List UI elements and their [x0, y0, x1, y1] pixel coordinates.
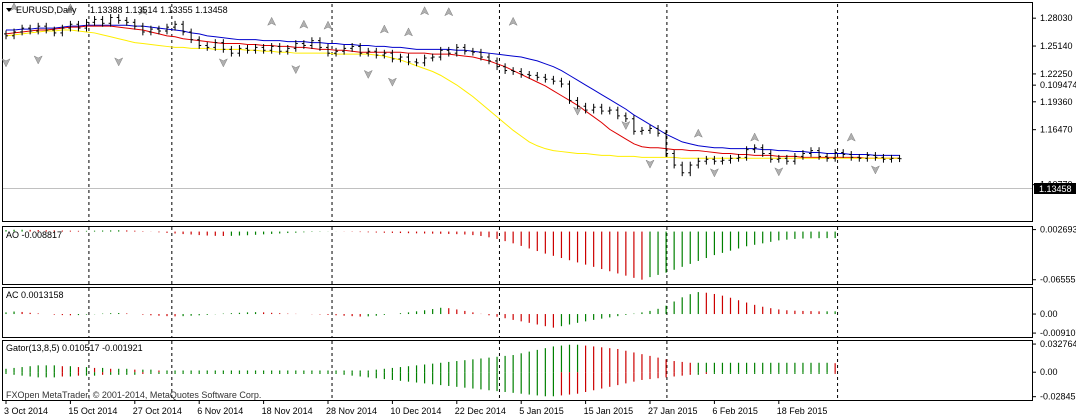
- ac-title: AC 0.0013158: [6, 290, 64, 300]
- fractal-up-marker: [750, 132, 760, 142]
- fractal-down-marker: [218, 58, 228, 68]
- fractal-up-marker: [299, 19, 309, 29]
- fractal-down-marker: [114, 57, 124, 67]
- x-tick-label: 22 Dec 2014: [455, 406, 506, 416]
- indicator-tick-label: 0.00: [1040, 309, 1058, 319]
- ohlc-readout: 1.13388 1.13514 1.13355 1.13458: [90, 5, 228, 15]
- indicator-tick-label: 0.002693: [1040, 225, 1076, 235]
- time-x-axis: 3 Oct 2014 15 Oct 2014 27 Oct 2014 6 Nov 20…: [4, 400, 827, 416]
- fractal-down-marker: [572, 106, 583, 116]
- fractal-up-marker: [379, 24, 389, 34]
- x-tick-label: 28 Nov 2014: [326, 406, 377, 416]
- indicator-tick-label: -0.06555: [1040, 275, 1076, 285]
- copyright-text: FXOpen MetaTrader, © 2001-2014, MetaQuot…: [6, 390, 261, 400]
- period-separators: [88, 4, 839, 400]
- ac-pane[interactable]: [2, 287, 1033, 338]
- gator-pane[interactable]: [2, 340, 1033, 401]
- fractal-up-marker: [420, 6, 430, 16]
- price-tick-label: 1.25140: [1040, 41, 1073, 51]
- price-tick-label: 1.28030: [1040, 13, 1073, 23]
- fractal-up-marker: [65, 3, 75, 13]
- moving-averages: [5, 24, 900, 159]
- pane-frames: [2, 2, 1033, 401]
- fractal-down-marker: [621, 120, 631, 131]
- fractal-down-marker: [1, 58, 11, 68]
- x-tick-label: 3 Oct 2014: [4, 406, 48, 416]
- fractal-up-marker: [846, 132, 856, 142]
- fractal-up-marker: [444, 7, 454, 17]
- last-price-tag: [1034, 183, 1076, 194]
- indicator-tick-label: 0.109474: [1040, 80, 1076, 90]
- fractal-down-marker: [774, 167, 784, 177]
- price-tick-label: 1.19360: [1040, 97, 1073, 107]
- ao-pane[interactable]: [2, 226, 1033, 285]
- x-tick-label: 15 Oct 2014: [68, 406, 117, 416]
- fractal-up-marker: [508, 16, 518, 26]
- ac-histogram: [5, 292, 836, 328]
- x-tick-label: 6 Feb 2015: [712, 406, 758, 416]
- price-tick-label: 1.16470: [1040, 125, 1073, 135]
- fractal-down-marker: [870, 165, 880, 175]
- indicator-tick-label: -0.028457: [1040, 392, 1076, 402]
- price-y-axis: 1.280301.251401.222501.193601.164701.107…: [1032, 13, 1073, 190]
- fractal-down-marker: [291, 65, 301, 75]
- fractal-up-marker: [138, 6, 148, 16]
- ma-line-blue: [6, 24, 900, 156]
- indicator-tick-label: -0.009107: [1040, 328, 1076, 338]
- x-tick-label: 10 Dec 2014: [390, 406, 441, 416]
- fractal-down-marker: [363, 69, 373, 79]
- price-tick-label: 1.22250: [1040, 69, 1073, 79]
- fractal-up-marker: [693, 128, 703, 138]
- last-price-label: 1.13458: [1039, 184, 1072, 194]
- x-tick-label: 27 Jan 2015: [648, 406, 698, 416]
- x-tick-label: 15 Jan 2015: [584, 406, 634, 416]
- ma-line-yellow: [5, 29, 900, 159]
- gator-title: Gator(13,8,5) 0.010517 -0.001921: [6, 343, 143, 353]
- fractal-down-marker: [645, 159, 655, 169]
- x-tick-label: 18 Nov 2014: [262, 406, 313, 416]
- ao-histogram: [5, 229, 836, 280]
- price-pane[interactable]: [2, 2, 1033, 222]
- fractal-down-marker: [33, 55, 43, 65]
- ma-line-red: [5, 25, 900, 159]
- indicator-tick-label: 0.032764: [1040, 339, 1076, 349]
- fractal-markers: [1, 2, 880, 178]
- x-tick-label: 5 Jan 2015: [519, 406, 564, 416]
- fractal-down-marker: [709, 168, 719, 178]
- triangle-down-icon[interactable]: [6, 8, 12, 12]
- x-tick-label: 18 Feb 2015: [777, 406, 828, 416]
- fractal-up-marker: [323, 20, 333, 30]
- fractal-up-marker: [403, 27, 414, 37]
- indicator-y-axes: 0.002693-0.065550.1094740.00-0.0091070.0…: [1032, 80, 1076, 402]
- gator-histogram: [5, 344, 836, 397]
- fractal-up-marker: [267, 16, 277, 26]
- x-tick-label: 27 Oct 2014: [133, 406, 182, 416]
- ohlc-bars: [4, 14, 902, 177]
- x-tick-label: 6 Nov 2014: [197, 406, 243, 416]
- indicator-tick-label: 0.00: [1040, 367, 1058, 377]
- ao-title: AO -0.008817: [6, 230, 62, 240]
- symbol-title: EURUSD,Daily: [16, 5, 77, 15]
- fractal-down-marker: [387, 77, 397, 87]
